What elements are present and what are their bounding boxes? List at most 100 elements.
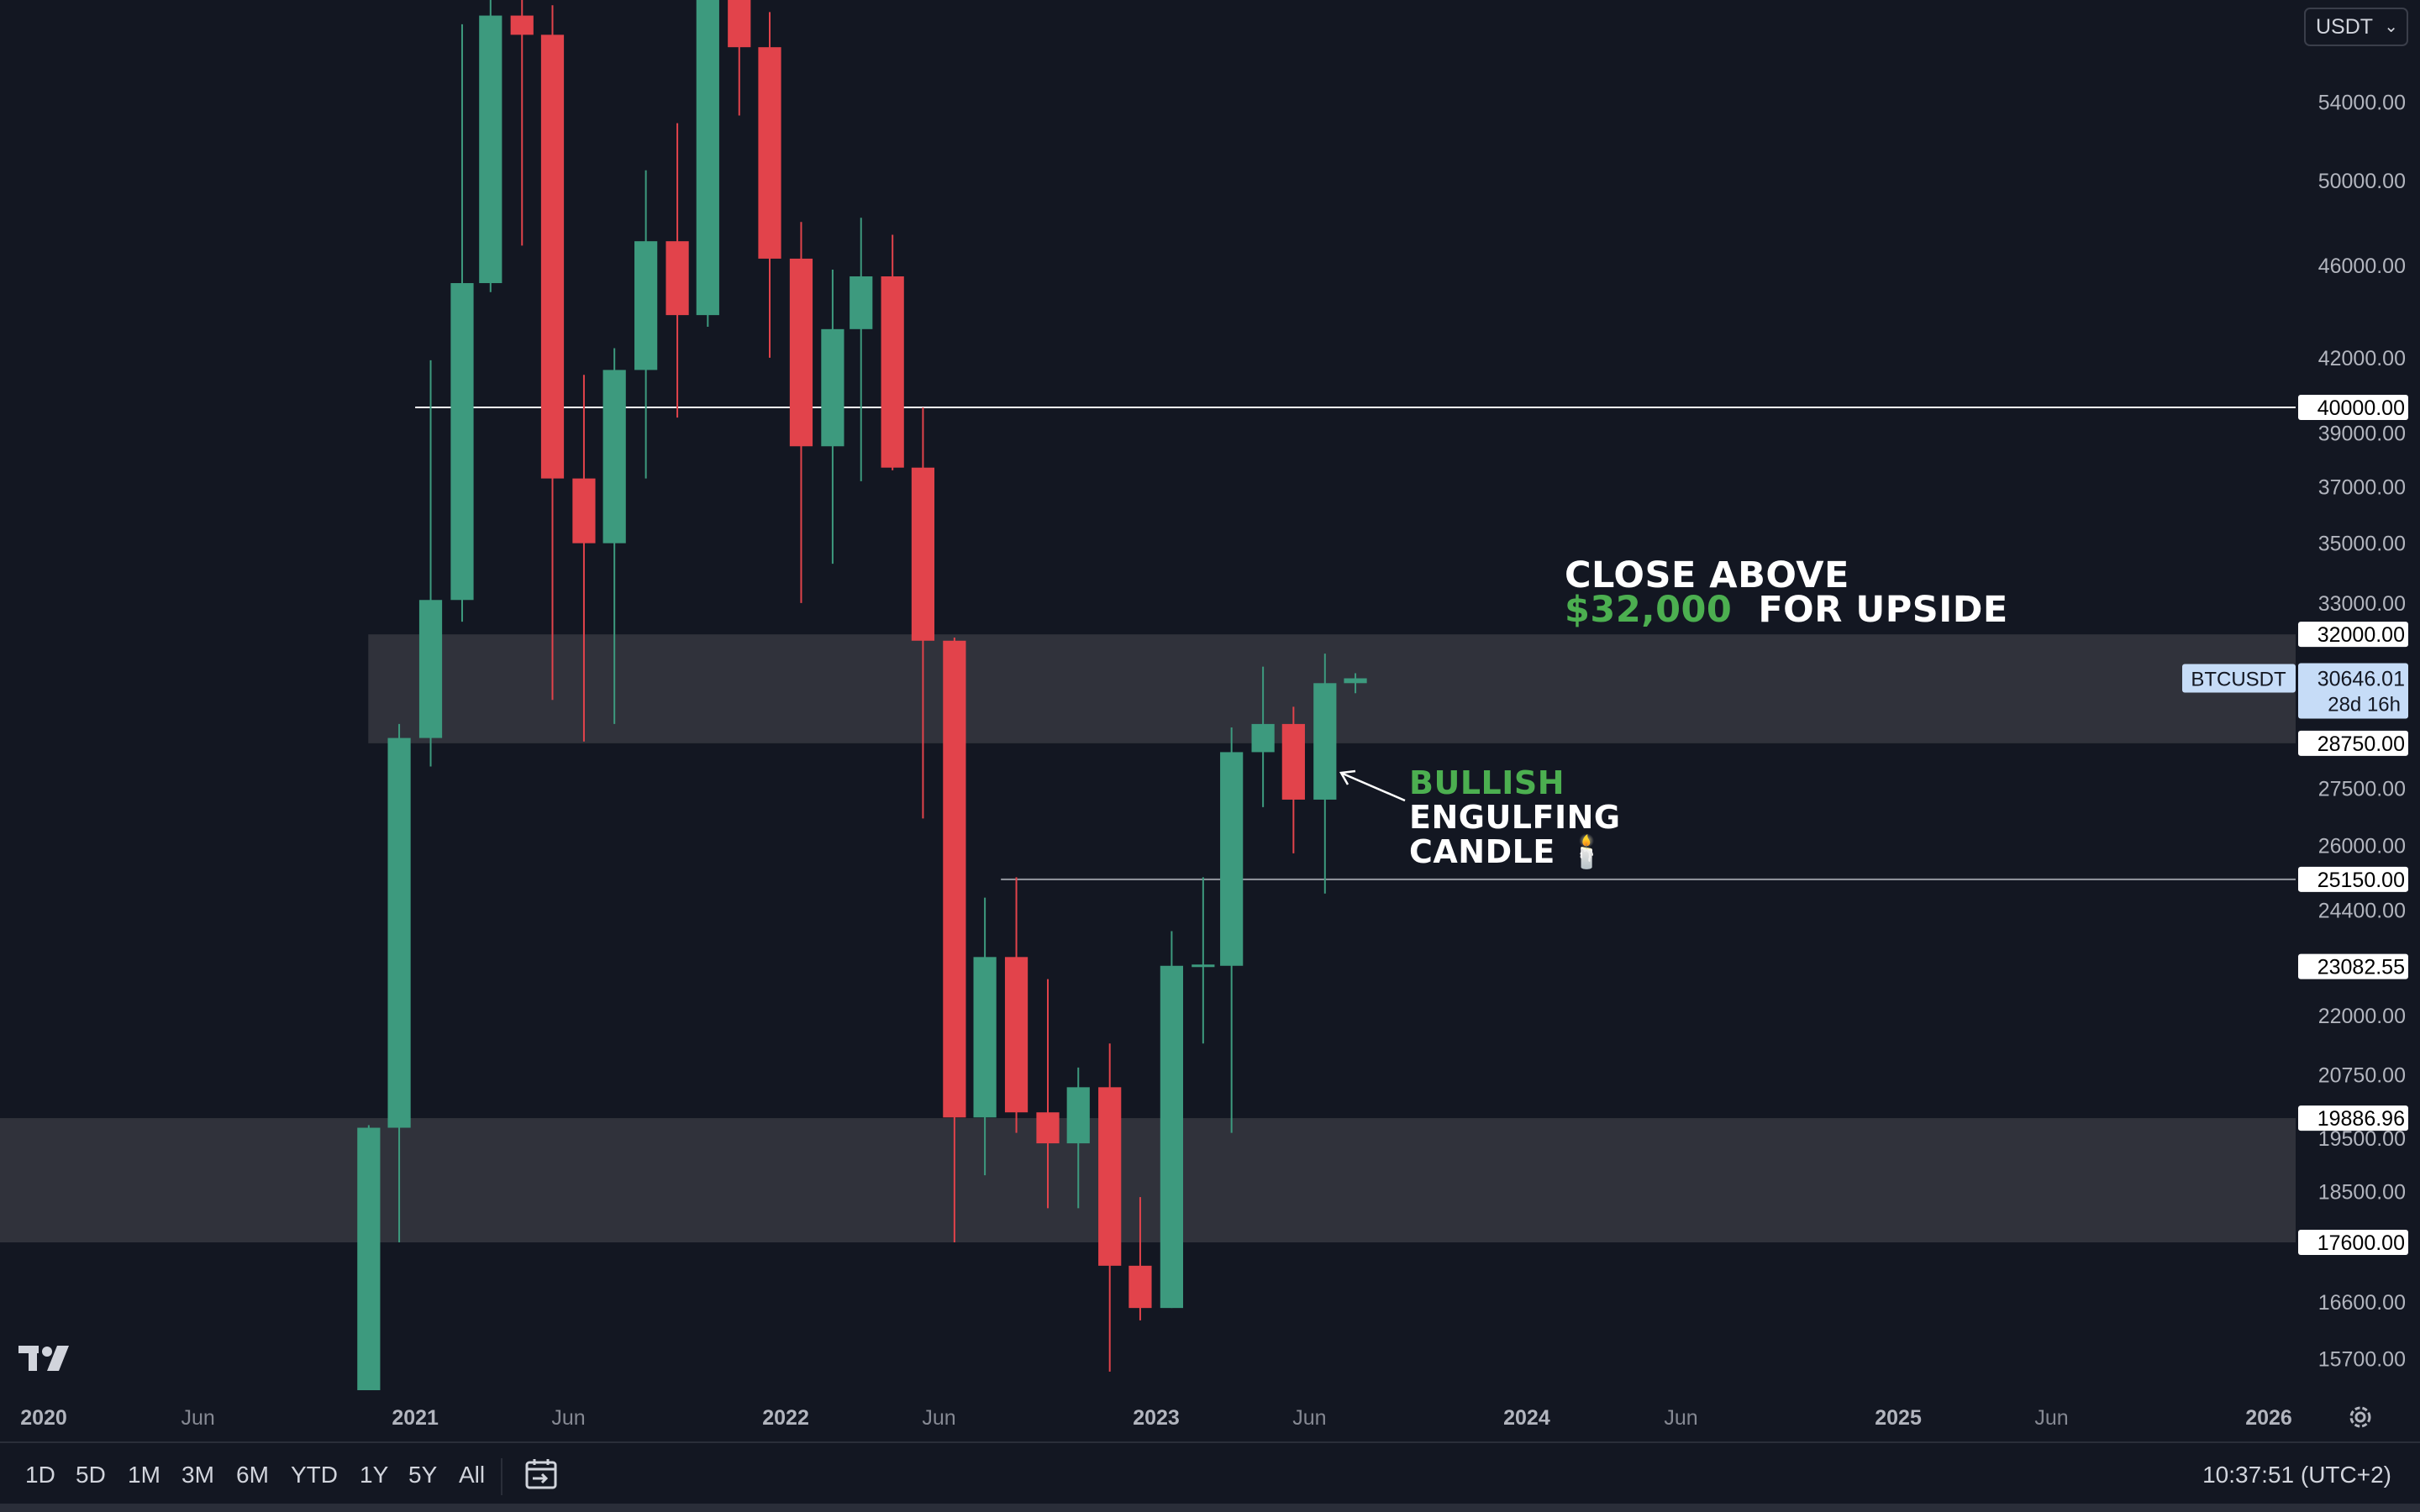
- candle-body: [911, 467, 935, 641]
- timeframe-button-1y[interactable]: 1Y: [360, 1462, 389, 1488]
- time-tick-label: 2024: [1503, 1406, 1550, 1430]
- candle: [418, 360, 443, 767]
- candle-body: [1066, 1087, 1090, 1144]
- candle-body: [1036, 1112, 1060, 1144]
- price-tick-label: 15700.00: [2318, 1347, 2406, 1371]
- price-tick-label: 24400.00: [2318, 899, 2406, 922]
- candle: [602, 348, 626, 724]
- candle-body: [881, 276, 904, 468]
- last-price-text: 30646.01: [2317, 668, 2405, 691]
- candle-body: [1004, 957, 1028, 1113]
- price-tick-label: 37000.00: [2318, 475, 2406, 499]
- timeframe-button-ytd[interactable]: YTD: [291, 1462, 338, 1488]
- bottom-strip: [0, 1504, 2420, 1512]
- candle: [1004, 877, 1028, 1133]
- bottom-toolbar: 1D 5D 1M 3M 6M YTD 1Y 5Y All 10:37:51 (UTC+2): [0, 1441, 2420, 1512]
- price-level-label: 25150.00: [2298, 866, 2408, 892]
- candle-body: [1160, 965, 1183, 1309]
- calendar-goto-date-icon[interactable]: [524, 1457, 560, 1492]
- currency-select[interactable]: USDT ⌄: [2304, 8, 2408, 46]
- price-tick-label: 33000.00: [2318, 592, 2406, 616]
- candle-body: [510, 15, 534, 35]
- candle: [572, 375, 596, 742]
- annotation-arrow: [1339, 769, 1406, 802]
- candle-body: [943, 640, 966, 1118]
- close-above-annotation: CLOSE ABOVE $32,000 FOR UPSIDE: [1565, 558, 2008, 628]
- symbol-label-text: BTCUSDT: [2191, 669, 2286, 691]
- price-label-text: 32000.00: [2317, 623, 2405, 647]
- price-tick-label: 20750.00: [2318, 1064, 2406, 1088]
- time-tick-label: 2026: [2245, 1406, 2292, 1430]
- candle-body: [758, 47, 781, 259]
- timeframe-button-5y[interactable]: 5Y: [408, 1462, 438, 1488]
- time-tick-label: 2023: [1133, 1406, 1180, 1430]
- close-above-price: $32,000: [1565, 589, 1733, 631]
- candle-body: [572, 478, 596, 543]
- candle-body: [696, 0, 719, 316]
- candle-body: [1281, 723, 1305, 800]
- candle: [758, 12, 781, 358]
- candle-body: [357, 1127, 381, 1390]
- symbol-label-box: [2182, 664, 2296, 693]
- price-label-text: 17600.00: [2317, 1231, 2405, 1255]
- time-tick-label: 2020: [20, 1406, 67, 1430]
- price-label-text: 25150.00: [2317, 869, 2405, 892]
- close-above-rest: FOR UPSIDE: [1758, 589, 2008, 631]
- price-axis[interactable]: 54000.00 50000.00 46000.00 42000.00 39000.00…: [2318, 92, 2406, 1372]
- candle: [634, 170, 658, 479]
- candle-body: [540, 34, 565, 479]
- price-label-box: [2298, 730, 2408, 756]
- time-axis[interactable]: 2020 Jun 2021 Jun 2022 Jun 2023 Jun 2024 Jun 2025 J…: [20, 1406, 2292, 1430]
- candle-body: [821, 328, 844, 447]
- bullish-engulfing-annotation: BULLISH ENGULFING CANDLE 🕯️: [1409, 766, 1621, 869]
- price-label-text: 19886.96: [2317, 1107, 2405, 1131]
- price-level-label: 19886.96: [2298, 1105, 2408, 1131]
- timeframe-button-6m[interactable]: 6M: [236, 1462, 269, 1488]
- chevron-down-icon: ⌄: [2384, 18, 2398, 36]
- timeframe-button-all[interactable]: All: [459, 1462, 486, 1488]
- candle-body: [850, 276, 873, 329]
- zone-band: [0, 1118, 2296, 1242]
- candle: [1281, 706, 1305, 853]
- candle: [540, 5, 565, 701]
- candle-body: [634, 241, 658, 370]
- candle: [666, 123, 689, 418]
- candle: [1220, 727, 1244, 1133]
- candle-body: [1192, 964, 1215, 968]
- settings-gear-icon[interactable]: [2346, 1403, 2375, 1431]
- clock: 10:37:51 (UTC+2): [2202, 1462, 2391, 1488]
- candle: [450, 24, 474, 622]
- candle-body: [973, 957, 997, 1118]
- price-level-label: 32000.00: [2298, 622, 2408, 648]
- price-tick-label: 26000.00: [2318, 835, 2406, 858]
- price-tick-label: 19500.00: [2318, 1127, 2406, 1151]
- close-above-price-line: $32,000 FOR UPSIDE: [1565, 592, 2008, 628]
- time-tick-label: Jun: [2034, 1406, 2068, 1430]
- horizontal-lines: [415, 407, 2296, 880]
- time-tick-label: Jun: [181, 1406, 214, 1430]
- timeframe-button-3m[interactable]: 3M: [182, 1462, 214, 1488]
- candle: [1313, 654, 1337, 894]
- support-resistance-zones: [0, 634, 2296, 1242]
- price-level-label: 40000.00: [2298, 395, 2408, 420]
- candle: [1251, 666, 1275, 807]
- price-tick-label: 18500.00: [2318, 1181, 2406, 1205]
- price-tick-label: 27500.00: [2318, 778, 2406, 801]
- candle-body: [450, 283, 474, 601]
- symbol-label: BTCUSDT: [2182, 664, 2296, 693]
- candle-body: [666, 241, 689, 316]
- price-tick-label: 46000.00: [2318, 255, 2406, 278]
- candle-body: [1251, 723, 1275, 753]
- candle: [1192, 877, 1215, 1044]
- price-label-text: 23082.55: [2317, 956, 2405, 979]
- candle: [1344, 673, 1367, 694]
- time-tick-label: Jun: [922, 1406, 955, 1430]
- price-tick-label: 50000.00: [2318, 170, 2406, 193]
- timeframe-button-1m[interactable]: 1M: [128, 1462, 160, 1488]
- candle: [696, 0, 719, 328]
- timeframe-button-5d[interactable]: 5D: [76, 1462, 106, 1488]
- last-price-box: [2298, 663, 2408, 719]
- candle: [1098, 1043, 1122, 1372]
- timeframe-button-1d[interactable]: 1D: [25, 1462, 55, 1488]
